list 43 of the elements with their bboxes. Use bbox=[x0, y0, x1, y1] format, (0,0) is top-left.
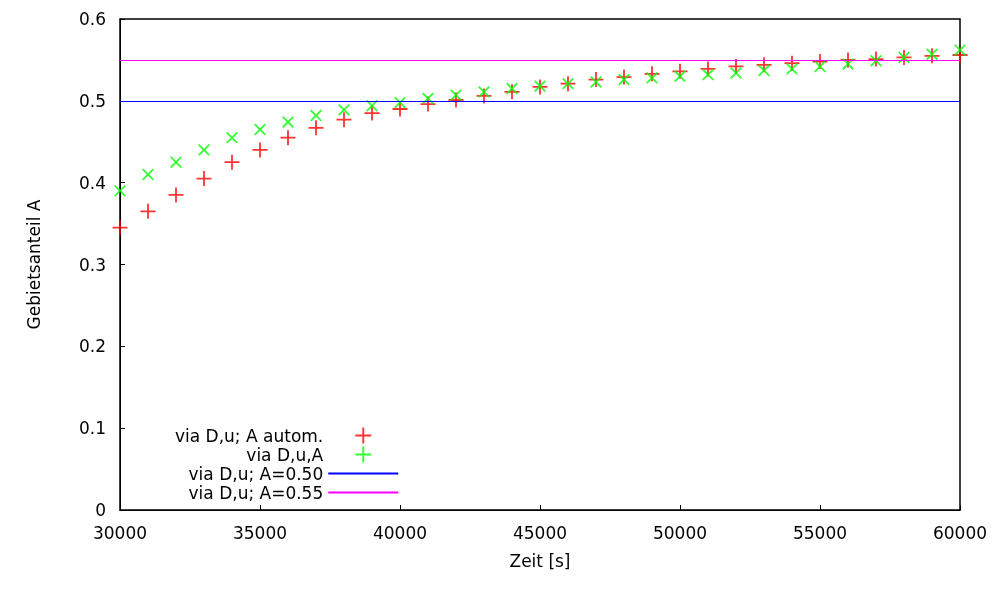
y-axis-title: Gebietsanteil A bbox=[23, 199, 44, 330]
legend-label: via D,u; A=0.55 bbox=[188, 482, 324, 503]
y-tick-label: 0.5 bbox=[78, 90, 106, 111]
point bbox=[170, 156, 182, 169]
x-tick-label: 55000 bbox=[792, 522, 848, 543]
x-tick-label: 35000 bbox=[232, 522, 288, 543]
y-tick-label: 0.4 bbox=[78, 172, 106, 193]
y-tick-label: 0 bbox=[95, 500, 106, 520]
point bbox=[224, 154, 240, 170]
legend-label: via D,u,A bbox=[246, 444, 324, 465]
point bbox=[366, 99, 378, 112]
point bbox=[450, 89, 462, 102]
point bbox=[252, 142, 268, 158]
point bbox=[364, 105, 380, 121]
x-tick-label: 30000 bbox=[92, 522, 148, 543]
legend-label: via D,u; A autom. bbox=[174, 425, 324, 446]
point bbox=[786, 62, 798, 75]
x-tick-label: 45000 bbox=[512, 522, 568, 543]
point bbox=[478, 85, 490, 98]
point bbox=[392, 101, 408, 117]
point bbox=[308, 120, 324, 136]
point bbox=[730, 67, 742, 79]
legend-label: via D,u; A=0.50 bbox=[188, 463, 324, 484]
y-tick-label: 0.2 bbox=[78, 336, 106, 357]
point bbox=[140, 203, 156, 219]
point bbox=[336, 112, 352, 128]
y-tick-label: 0.1 bbox=[78, 418, 106, 439]
point bbox=[338, 103, 350, 116]
x-tick-label: 40000 bbox=[372, 522, 428, 543]
point bbox=[112, 220, 128, 236]
y-tick-label: 0.6 bbox=[78, 9, 106, 29]
point bbox=[198, 143, 210, 156]
y-tick-label: 0.3 bbox=[78, 254, 106, 275]
x-axis-title: Zeit [s] bbox=[509, 550, 571, 571]
x-tick-label: 60000 bbox=[932, 522, 988, 543]
point bbox=[646, 71, 658, 84]
point bbox=[590, 76, 602, 88]
point bbox=[954, 44, 966, 57]
x-tick-label: 50000 bbox=[652, 522, 708, 543]
point bbox=[280, 130, 296, 146]
point bbox=[168, 187, 184, 203]
point bbox=[114, 184, 126, 197]
point bbox=[282, 116, 294, 129]
